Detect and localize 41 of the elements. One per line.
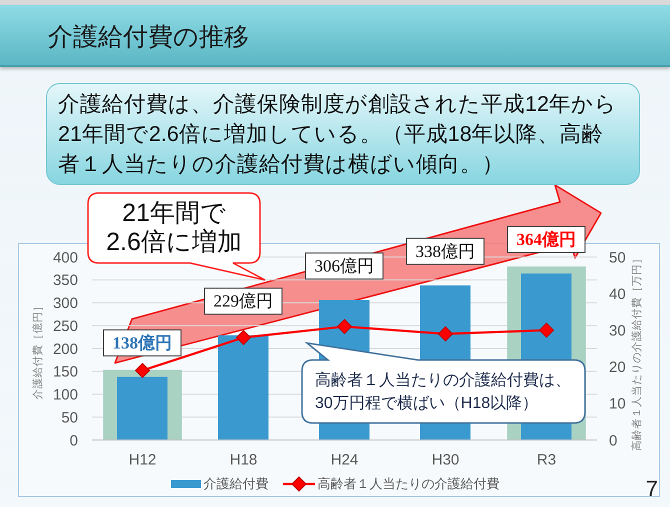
y2-tick-label: 10 — [609, 396, 626, 413]
y-tick-label: 400 — [52, 249, 78, 266]
point — [337, 319, 352, 334]
text-box: 介護給付費は、介護保険制度が創設された平成12年から21年間で2.6倍に増加している。（平成18年以降、高齢者１人当たりの介護給付費は横ばい傾向。） — [46, 83, 640, 185]
y2-axis-title: 高齢者１人当たりの介護給付費［万円］ — [630, 253, 644, 451]
point — [135, 362, 150, 378]
y2-tick-label: 0 — [609, 432, 618, 450]
y-tick-label: 100 — [52, 386, 78, 404]
y-tick-label: 250 — [52, 318, 78, 335]
x-tick-label: H12 — [128, 452, 156, 469]
data-label: 338億円 — [416, 242, 475, 261]
point — [539, 322, 554, 338]
y-tick-label: 0 — [70, 432, 78, 450]
x-tick-label: R3 — [536, 452, 556, 469]
chart-title: 介護給付費の推移 — [48, 22, 249, 53]
point — [438, 326, 453, 342]
data-label: 229億円 — [214, 292, 273, 311]
legend-label: 高齢者１人当たりの介護給付費 — [318, 475, 500, 493]
text: 7 — [644, 476, 658, 502]
y-tick-label: 50 — [61, 409, 78, 426]
x-tick-label: H24 — [330, 452, 358, 469]
chart-subtitle: 介護給付費は、介護保険制度が創設された平成12年から21年間で2.6倍に増加している。（平成18年以降、高齢者１人当たりの介護給付費は横ばい傾向。） — [58, 91, 618, 178]
y-tick-label: 350 — [52, 272, 78, 290]
bar — [218, 335, 268, 440]
annotation: 高齢者１人当たりの介護給付費は、 30万円程で横ばい（H18以降） — [315, 370, 572, 414]
y-axis-title: 介護給付費［億円］ — [31, 300, 45, 400]
y-tick-label: 300 — [52, 295, 78, 312]
data-label: 306億円 — [314, 256, 374, 276]
data-label: 364億円 — [516, 230, 576, 249]
y2-tick-label: 50 — [609, 249, 626, 266]
y2-tick-label: 30 — [609, 322, 626, 340]
y2-tick-label: 20 — [609, 359, 626, 376]
x-tick-label: H18 — [230, 452, 258, 469]
y-tick-label: 200 — [52, 340, 78, 358]
y2-tick-label: 40 — [609, 286, 626, 303]
data-label: 138億円 — [112, 333, 172, 352]
y-tick-label: 150 — [52, 364, 78, 381]
legend-label: 介護給付費 — [204, 475, 268, 493]
x-tick-label: H30 — [432, 452, 460, 469]
text: 21年間で 2.6倍に増加 — [105, 199, 243, 257]
point — [236, 330, 251, 346]
